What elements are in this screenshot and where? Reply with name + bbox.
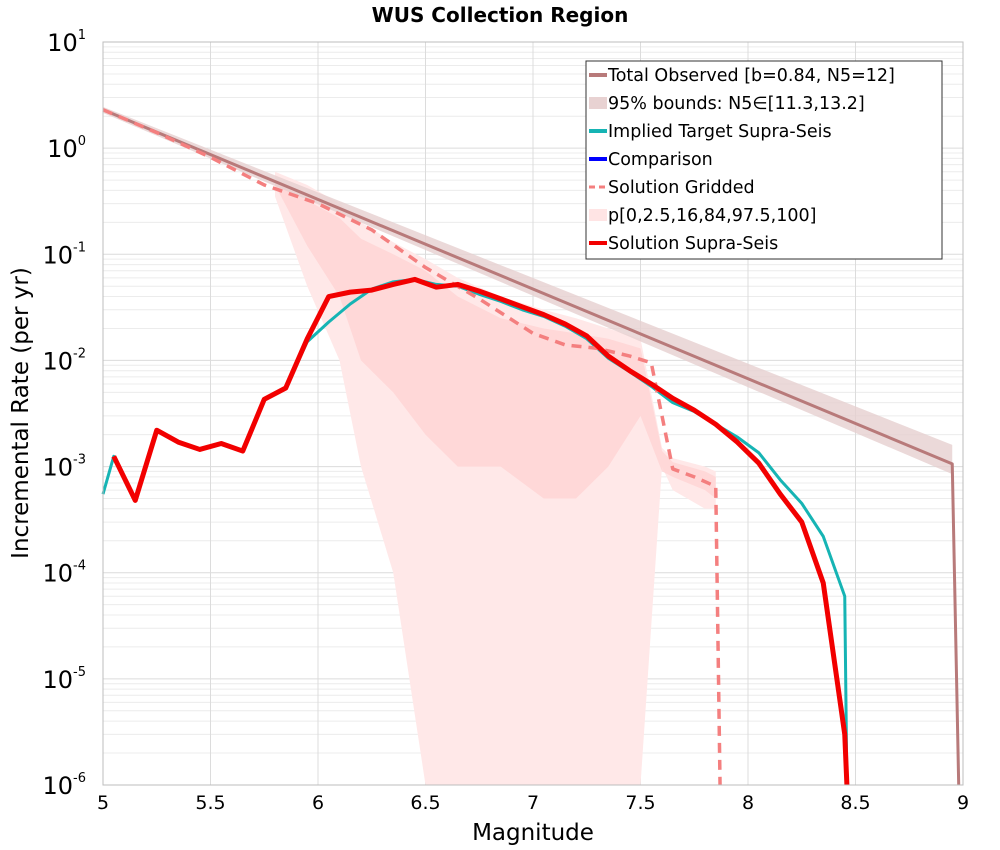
legend-swatch: [589, 97, 607, 109]
y-axis-ticks: 10-6 10-5 10-4 10-3 10-2 10-1 100 101: [42, 28, 86, 800]
legend-label: Implied Target Supra-Seis: [608, 122, 832, 142]
x-tick-label: 7: [527, 792, 539, 814]
legend-label: Solution Supra-Seis: [608, 234, 778, 254]
y-tick-label: 10-2: [42, 346, 86, 375]
x-tick-label: 6: [312, 792, 324, 814]
series-lines: [101, 108, 961, 786]
y-tick-label: 10-4: [42, 559, 86, 588]
total-observed-line: [102, 108, 961, 786]
x-tick-label: 8: [742, 792, 754, 814]
y-tick-label: 100: [47, 134, 86, 163]
x-tick-label: 7.5: [625, 792, 655, 814]
solution-gridded-line: [102, 108, 722, 786]
plot-frame: [102, 41, 964, 786]
legend-label: p[0,2.5,16,84,97.5,100]: [608, 206, 816, 226]
legend-swatch: [589, 209, 607, 221]
y-tick-label: 101: [47, 28, 86, 57]
x-axis-label: Magnitude: [472, 820, 594, 846]
x-tick-label: 9: [957, 792, 969, 814]
y-tick-label: 10-5: [42, 665, 86, 694]
x-tick-label: 5: [97, 792, 109, 814]
legend-label: 95% bounds: N5∈[11.3,13.2]: [608, 94, 865, 114]
chart-title: WUS Collection Region: [372, 3, 629, 27]
y-axis-label: Incremental Rate (per yr): [8, 267, 34, 559]
y-tick-label: 10-1: [42, 240, 86, 269]
x-tick-label: 6.5: [410, 792, 440, 814]
x-tick-label: 8.5: [840, 792, 870, 814]
y-tick-label: 10-3: [42, 453, 86, 482]
x-tick-label: 5.5: [195, 792, 225, 814]
legend-label: Total Observed [b=0.84, N5=12]: [607, 66, 895, 86]
legend-label: Comparison: [608, 150, 713, 170]
percentile-band-inner: [275, 180, 716, 499]
y-tick-label: 10-6: [42, 771, 86, 800]
solution-supra-seis-line: [111, 276, 850, 786]
x-axis-ticks: 5 5.5 6 6.5 7 7.5 8 8.5 9: [97, 792, 969, 814]
legend-label: Solution Gridded: [608, 178, 755, 198]
legend-box: [585, 60, 943, 260]
legend: Total Observed [b=0.84, N5=12] 95% bounds…: [585, 60, 943, 260]
